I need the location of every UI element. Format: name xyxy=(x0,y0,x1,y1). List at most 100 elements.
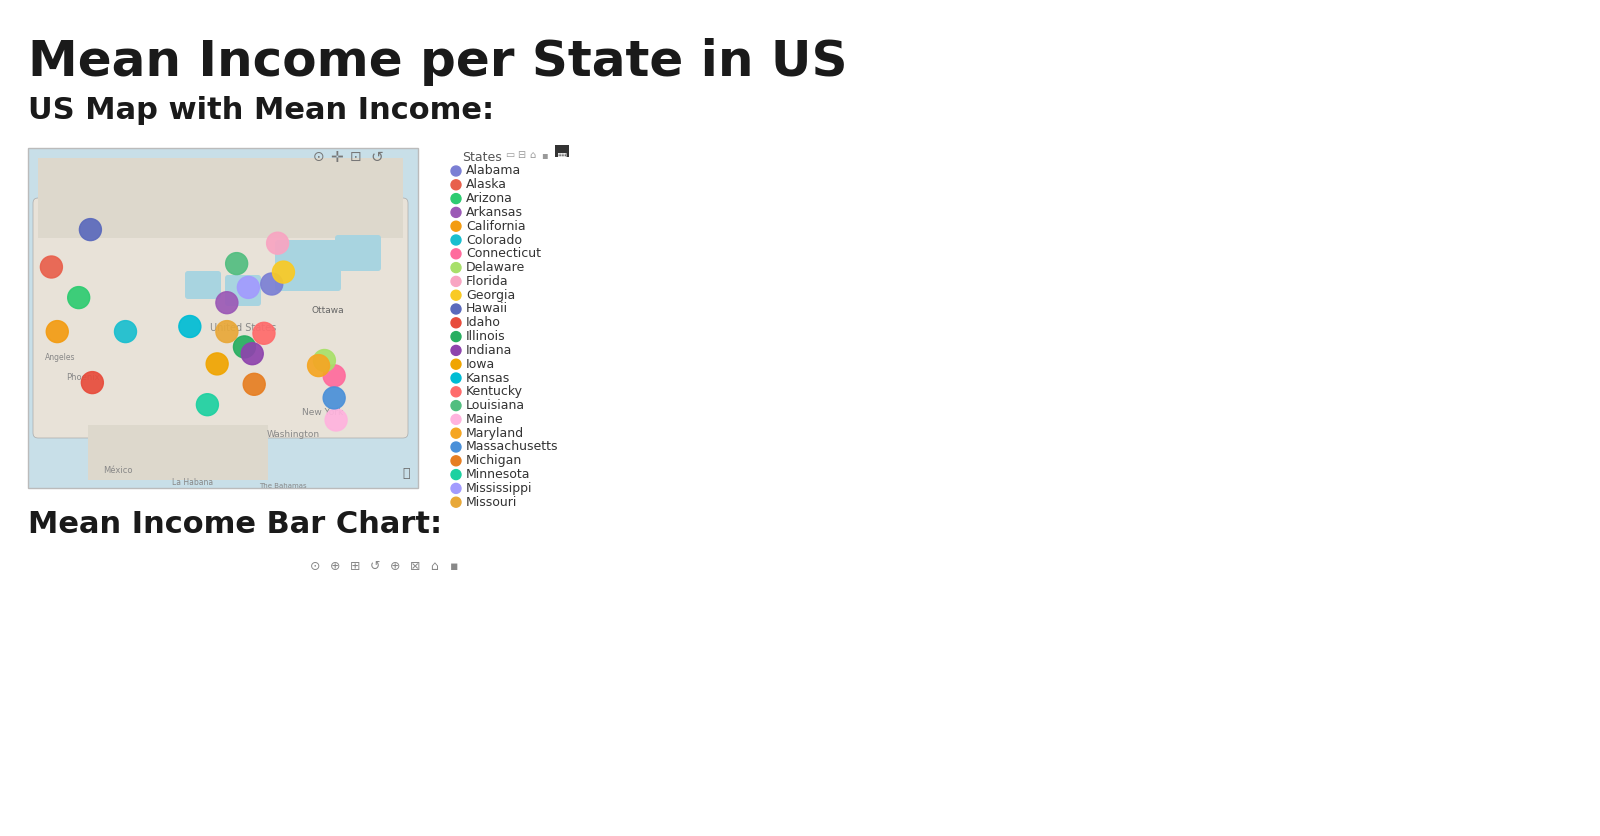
Text: ⊡: ⊡ xyxy=(350,150,362,164)
Circle shape xyxy=(67,287,90,308)
Circle shape xyxy=(451,442,461,452)
Text: Illinois: Illinois xyxy=(466,330,506,343)
Text: ▪: ▪ xyxy=(541,150,547,160)
FancyBboxPatch shape xyxy=(275,240,341,291)
Circle shape xyxy=(451,415,461,425)
Text: Mean Income per State in US: Mean Income per State in US xyxy=(29,38,848,86)
Circle shape xyxy=(82,371,104,394)
Text: ↺: ↺ xyxy=(370,559,381,573)
Circle shape xyxy=(46,320,69,343)
Text: ⓘ: ⓘ xyxy=(403,467,410,480)
Text: México: México xyxy=(104,466,133,475)
FancyBboxPatch shape xyxy=(186,271,221,299)
Text: Indiana: Indiana xyxy=(466,344,512,357)
Text: Massachusetts: Massachusetts xyxy=(466,441,558,453)
Text: ⌂: ⌂ xyxy=(530,150,536,160)
Circle shape xyxy=(179,315,202,338)
Circle shape xyxy=(80,218,101,241)
Circle shape xyxy=(261,273,283,295)
Text: New York: New York xyxy=(302,408,344,417)
Circle shape xyxy=(237,277,259,298)
Circle shape xyxy=(451,277,461,287)
Circle shape xyxy=(451,222,461,232)
FancyBboxPatch shape xyxy=(334,235,381,271)
Text: ▦: ▦ xyxy=(557,151,568,161)
Circle shape xyxy=(451,470,461,480)
Text: Alabama: Alabama xyxy=(466,165,522,177)
Circle shape xyxy=(451,318,461,328)
Circle shape xyxy=(451,180,461,190)
FancyBboxPatch shape xyxy=(29,148,418,488)
Circle shape xyxy=(216,320,238,343)
Circle shape xyxy=(451,359,461,370)
Circle shape xyxy=(325,409,347,431)
Circle shape xyxy=(451,194,461,204)
Text: Angeles: Angeles xyxy=(45,353,75,362)
Text: ⊞: ⊞ xyxy=(350,559,360,573)
Text: Kansas: Kansas xyxy=(466,371,510,385)
Circle shape xyxy=(307,354,330,376)
Circle shape xyxy=(243,374,266,395)
Text: Delaware: Delaware xyxy=(466,261,525,274)
Text: Kentucky: Kentucky xyxy=(466,385,523,398)
FancyBboxPatch shape xyxy=(226,275,261,306)
Text: ✛: ✛ xyxy=(330,150,342,165)
Text: Phoenix: Phoenix xyxy=(66,373,99,382)
Text: La Habana: La Habana xyxy=(173,478,213,487)
Text: ⊟: ⊟ xyxy=(517,150,525,160)
Circle shape xyxy=(451,249,461,259)
Text: Arkansas: Arkansas xyxy=(466,206,523,219)
Text: Maryland: Maryland xyxy=(466,426,525,440)
Text: Mississippi: Mississippi xyxy=(466,482,533,495)
FancyBboxPatch shape xyxy=(88,425,269,480)
Circle shape xyxy=(253,323,275,344)
Circle shape xyxy=(314,349,336,371)
Circle shape xyxy=(451,332,461,342)
Text: Connecticut: Connecticut xyxy=(466,247,541,260)
Circle shape xyxy=(451,235,461,245)
FancyBboxPatch shape xyxy=(555,145,570,157)
Text: US Map with Mean Income:: US Map with Mean Income: xyxy=(29,96,494,125)
Text: Georgia: Georgia xyxy=(466,288,515,302)
Text: Minnesota: Minnesota xyxy=(466,468,531,481)
Text: Colorado: Colorado xyxy=(466,233,522,247)
Text: Washington: Washington xyxy=(267,430,320,439)
Circle shape xyxy=(216,292,238,314)
Text: Iowa: Iowa xyxy=(466,358,496,370)
Circle shape xyxy=(451,483,461,493)
Text: Mean Income Bar Chart:: Mean Income Bar Chart: xyxy=(29,510,442,539)
Text: The Bahamas: The Bahamas xyxy=(259,483,307,489)
Text: California: California xyxy=(466,220,526,232)
Text: ⊕: ⊕ xyxy=(390,559,400,573)
Text: Louisiana: Louisiana xyxy=(466,399,525,412)
Circle shape xyxy=(323,387,346,409)
Text: Hawaii: Hawaii xyxy=(466,303,509,315)
Text: United States: United States xyxy=(210,323,277,333)
FancyBboxPatch shape xyxy=(38,158,403,238)
Circle shape xyxy=(451,345,461,355)
Text: States: States xyxy=(462,151,502,164)
Circle shape xyxy=(197,394,218,415)
Circle shape xyxy=(451,387,461,397)
Text: ⌂: ⌂ xyxy=(430,559,438,573)
Circle shape xyxy=(451,400,461,410)
Circle shape xyxy=(115,320,136,343)
Text: Idaho: Idaho xyxy=(466,316,501,329)
Circle shape xyxy=(226,252,248,274)
Text: ⊙: ⊙ xyxy=(314,150,325,164)
Text: ▪: ▪ xyxy=(450,559,459,573)
Text: ⊠: ⊠ xyxy=(410,559,421,573)
FancyBboxPatch shape xyxy=(34,198,408,438)
Text: Alaska: Alaska xyxy=(466,178,507,191)
Circle shape xyxy=(451,373,461,383)
Circle shape xyxy=(451,290,461,300)
Circle shape xyxy=(451,428,461,438)
Circle shape xyxy=(206,353,229,375)
Circle shape xyxy=(242,343,264,364)
Circle shape xyxy=(451,166,461,176)
Circle shape xyxy=(451,456,461,466)
Circle shape xyxy=(234,336,256,358)
Text: Ottawa: Ottawa xyxy=(312,306,344,315)
Circle shape xyxy=(272,261,294,283)
Text: Arizona: Arizona xyxy=(466,192,514,205)
